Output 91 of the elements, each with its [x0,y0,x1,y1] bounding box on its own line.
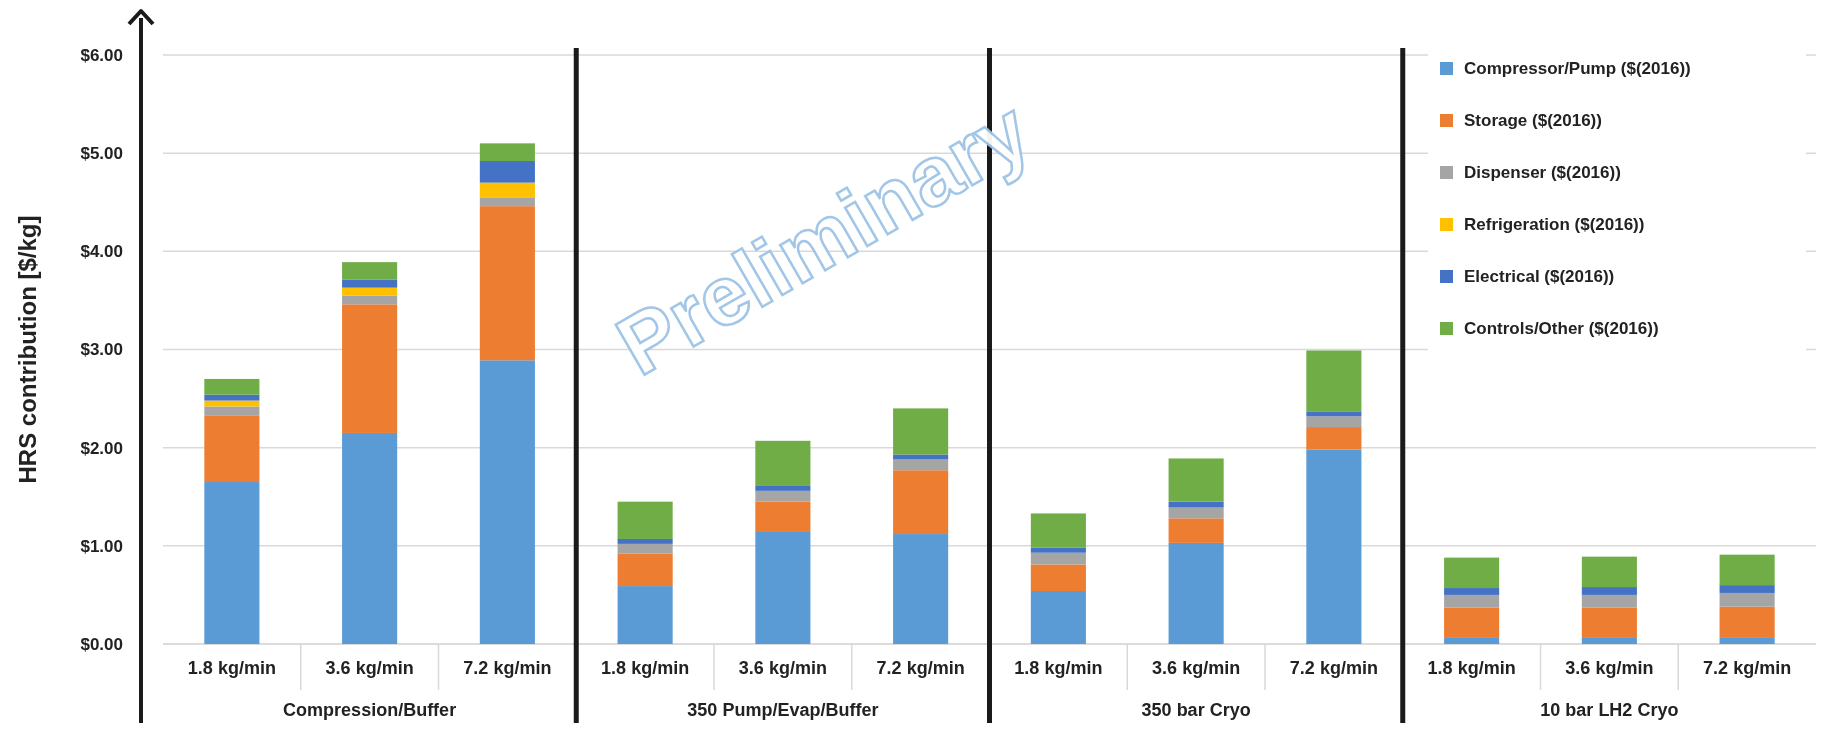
bar [1581,637,1637,644]
x-tick-label: 1.8 kg/min [187,658,276,678]
legend-label: Dispenser ($(2016)) [1464,162,1621,182]
bar [342,287,398,296]
bar [1444,588,1500,595]
text: Compression/Buffer [283,700,457,720]
bar [1306,350,1362,412]
y-tick-label: $6.00 [80,45,123,65]
bar [1719,606,1775,638]
bar [342,304,398,433]
bar [1444,557,1500,589]
bar [1444,594,1500,608]
bar [204,482,260,644]
bar [755,531,811,644]
bar [1168,458,1224,502]
legend-label: Refrigeration ($(2016)) [1464,214,1645,234]
bar [204,378,260,395]
bar [1306,411,1362,417]
x-tick-label: 7.2 kg/min [1289,658,1378,678]
text: 10 bar LH2 Cryo [1540,700,1679,720]
bar [1030,552,1086,565]
legend-label: Electrical ($(2016)) [1464,266,1615,286]
x-tick-label: 1.8 kg/min [1427,658,1516,678]
bar [342,279,398,288]
bar [1030,547,1086,553]
bar [617,501,673,539]
legend-label: Controls/Other ($(2016)) [1464,318,1659,338]
bar [479,360,535,644]
bar [893,534,949,644]
y-tick-label: $4.00 [80,242,123,262]
y-axis-title: HRS contribution [$/kg] [14,215,41,484]
bar [204,394,260,401]
bar [342,295,398,305]
bar [479,182,535,198]
bar [755,485,811,491]
bar [1581,556,1637,588]
bar [1444,607,1500,638]
bar [479,161,535,183]
bar [1168,518,1224,543]
bar [1581,607,1637,638]
legend-label: Compressor/Pump ($(2016)) [1464,58,1691,78]
x-tick-label: 7.2 kg/min [876,658,965,678]
x-tick-label: 3.6 kg/min [1565,658,1654,678]
y-tick-label: $2.00 [80,438,123,458]
bar [204,415,260,483]
y-tick-label: $3.00 [80,340,123,360]
bar [342,262,398,280]
bar [1719,554,1775,586]
bar [1581,594,1637,608]
y-tick-label: $1.00 [80,536,123,556]
bar [479,197,535,207]
bar [1030,564,1086,591]
bar [893,408,949,455]
text: 350 bar Cryo [1141,700,1251,720]
bar [1168,542,1224,644]
bar [1306,416,1362,428]
y-tick-label: $0.00 [80,634,123,654]
bar [1719,592,1775,607]
x-tick-label: 3.6 kg/min [1152,658,1241,678]
bar [617,543,673,554]
bar [1719,637,1775,644]
x-tick-label: 3.6 kg/min [738,658,827,678]
bar [755,440,811,486]
bar [1306,449,1362,644]
bar [617,538,673,544]
text: 350 Pump/Evap/Buffer [687,700,879,720]
bar [617,586,673,644]
bar [893,459,949,471]
bar [204,406,260,416]
bar [1168,501,1224,508]
bar [1444,637,1500,644]
bar [893,470,949,535]
x-tick-label: 1.8 kg/min [1014,658,1103,678]
x-tick-label: 7.2 kg/min [463,658,552,678]
bar [617,553,673,587]
x-tick-label: 3.6 kg/min [325,658,414,678]
y-tick-label: $5.00 [80,144,123,164]
bar [342,432,398,644]
bar [479,206,535,361]
x-tick-label: 1.8 kg/min [601,658,690,678]
bar [1306,427,1362,450]
bar [1581,587,1637,595]
bar [1168,507,1224,519]
bar [479,143,535,162]
bar [1030,513,1086,548]
bar [755,501,811,532]
legend-label: Storage ($(2016)) [1464,110,1602,130]
bar [1030,590,1086,644]
bar [755,490,811,502]
x-tick-label: 7.2 kg/min [1703,658,1792,678]
bar [1719,585,1775,593]
